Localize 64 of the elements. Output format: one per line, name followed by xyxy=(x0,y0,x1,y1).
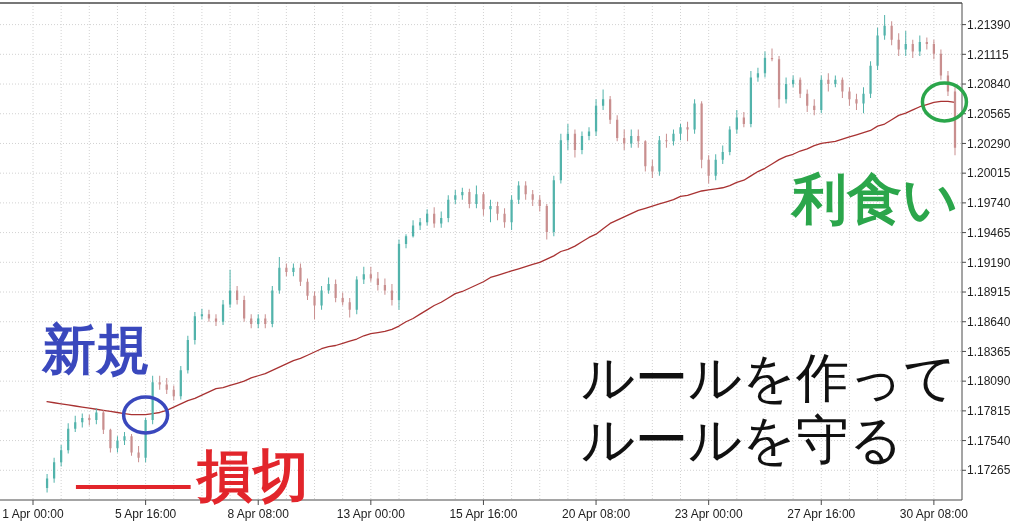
y-tick-label: 1.18915 xyxy=(967,285,1011,300)
x-tick-label: 1 Apr 00:00 xyxy=(2,507,65,521)
y-tick-label: 1.20565 xyxy=(967,106,1011,121)
candlestick xyxy=(672,129,675,146)
candlestick xyxy=(883,14,886,40)
candlestick xyxy=(482,192,485,216)
candlestick xyxy=(679,124,682,141)
annotation: 利食い xyxy=(790,167,959,231)
candlestick xyxy=(700,101,703,169)
candlestick xyxy=(313,291,316,320)
candlestick xyxy=(876,27,879,70)
candlestick xyxy=(841,77,844,99)
candlestick xyxy=(475,185,478,209)
annotation: ルールを守る xyxy=(581,409,904,470)
y-tick-label: 1.21390 xyxy=(967,17,1011,32)
candlestick xyxy=(503,208,506,228)
candlestick xyxy=(686,121,689,142)
annotation: ルールを作って xyxy=(581,347,958,408)
candlestick xyxy=(855,93,858,110)
candlestick xyxy=(693,99,696,134)
candlestick xyxy=(848,87,851,106)
candlestick xyxy=(292,263,295,277)
candlestick xyxy=(130,434,133,456)
y-tick-label: 1.19190 xyxy=(967,255,1011,270)
x-tick-label: 27 Apr 16:00 xyxy=(787,507,856,521)
y-tick-label: 1.20290 xyxy=(967,136,1011,151)
candlestick xyxy=(862,87,865,114)
y-tick-label: 1.17540 xyxy=(967,433,1011,448)
candlestick xyxy=(102,410,105,435)
x-tick-label: 30 Apr 08:00 xyxy=(899,507,969,521)
candlestick xyxy=(665,133,668,148)
x-tick-label: 20 Apr 08:00 xyxy=(562,507,631,521)
y-tick-label: 1.18640 xyxy=(967,314,1011,329)
candlestick xyxy=(285,263,288,277)
y-tick-label: 1.19465 xyxy=(967,225,1011,240)
annotation: 新規 xyxy=(41,318,151,381)
y-tick-label: 1.19740 xyxy=(967,196,1011,211)
candlestick xyxy=(306,278,309,301)
candlestick xyxy=(510,195,513,230)
candlestick xyxy=(496,201,499,221)
y-tick-label: 1.20840 xyxy=(967,77,1011,92)
candlestick xyxy=(869,61,872,99)
candlestick xyxy=(109,428,112,453)
x-tick-label: 13 Apr 00:00 xyxy=(336,507,406,521)
x-tick-label: 5 Apr 16:00 xyxy=(114,507,177,521)
x-tick-label: 15 Apr 16:00 xyxy=(449,507,518,521)
candlestick xyxy=(489,199,492,223)
candlestick xyxy=(658,135,661,176)
y-tick-label: 1.18365 xyxy=(967,344,1011,359)
candlestick xyxy=(770,48,774,62)
y-tick-label: 1.20015 xyxy=(967,166,1011,181)
y-tick-label: 1.17815 xyxy=(967,404,1011,419)
candlestick xyxy=(137,445,140,463)
x-tick-label: 8 Apr 08:00 xyxy=(227,507,290,521)
candlestick xyxy=(327,277,330,294)
candlestick xyxy=(123,431,126,445)
y-tick-label: 1.18090 xyxy=(967,374,1011,389)
y-tick-label: 1.21115 xyxy=(967,47,1009,62)
x-tick-label: 23 Apr 00:00 xyxy=(674,507,744,521)
y-tick-label: 1.17265 xyxy=(967,463,1011,478)
candlestick xyxy=(116,436,119,453)
candlestick xyxy=(320,286,323,310)
annotation: 損切 xyxy=(195,443,310,508)
candlestick xyxy=(299,263,302,287)
